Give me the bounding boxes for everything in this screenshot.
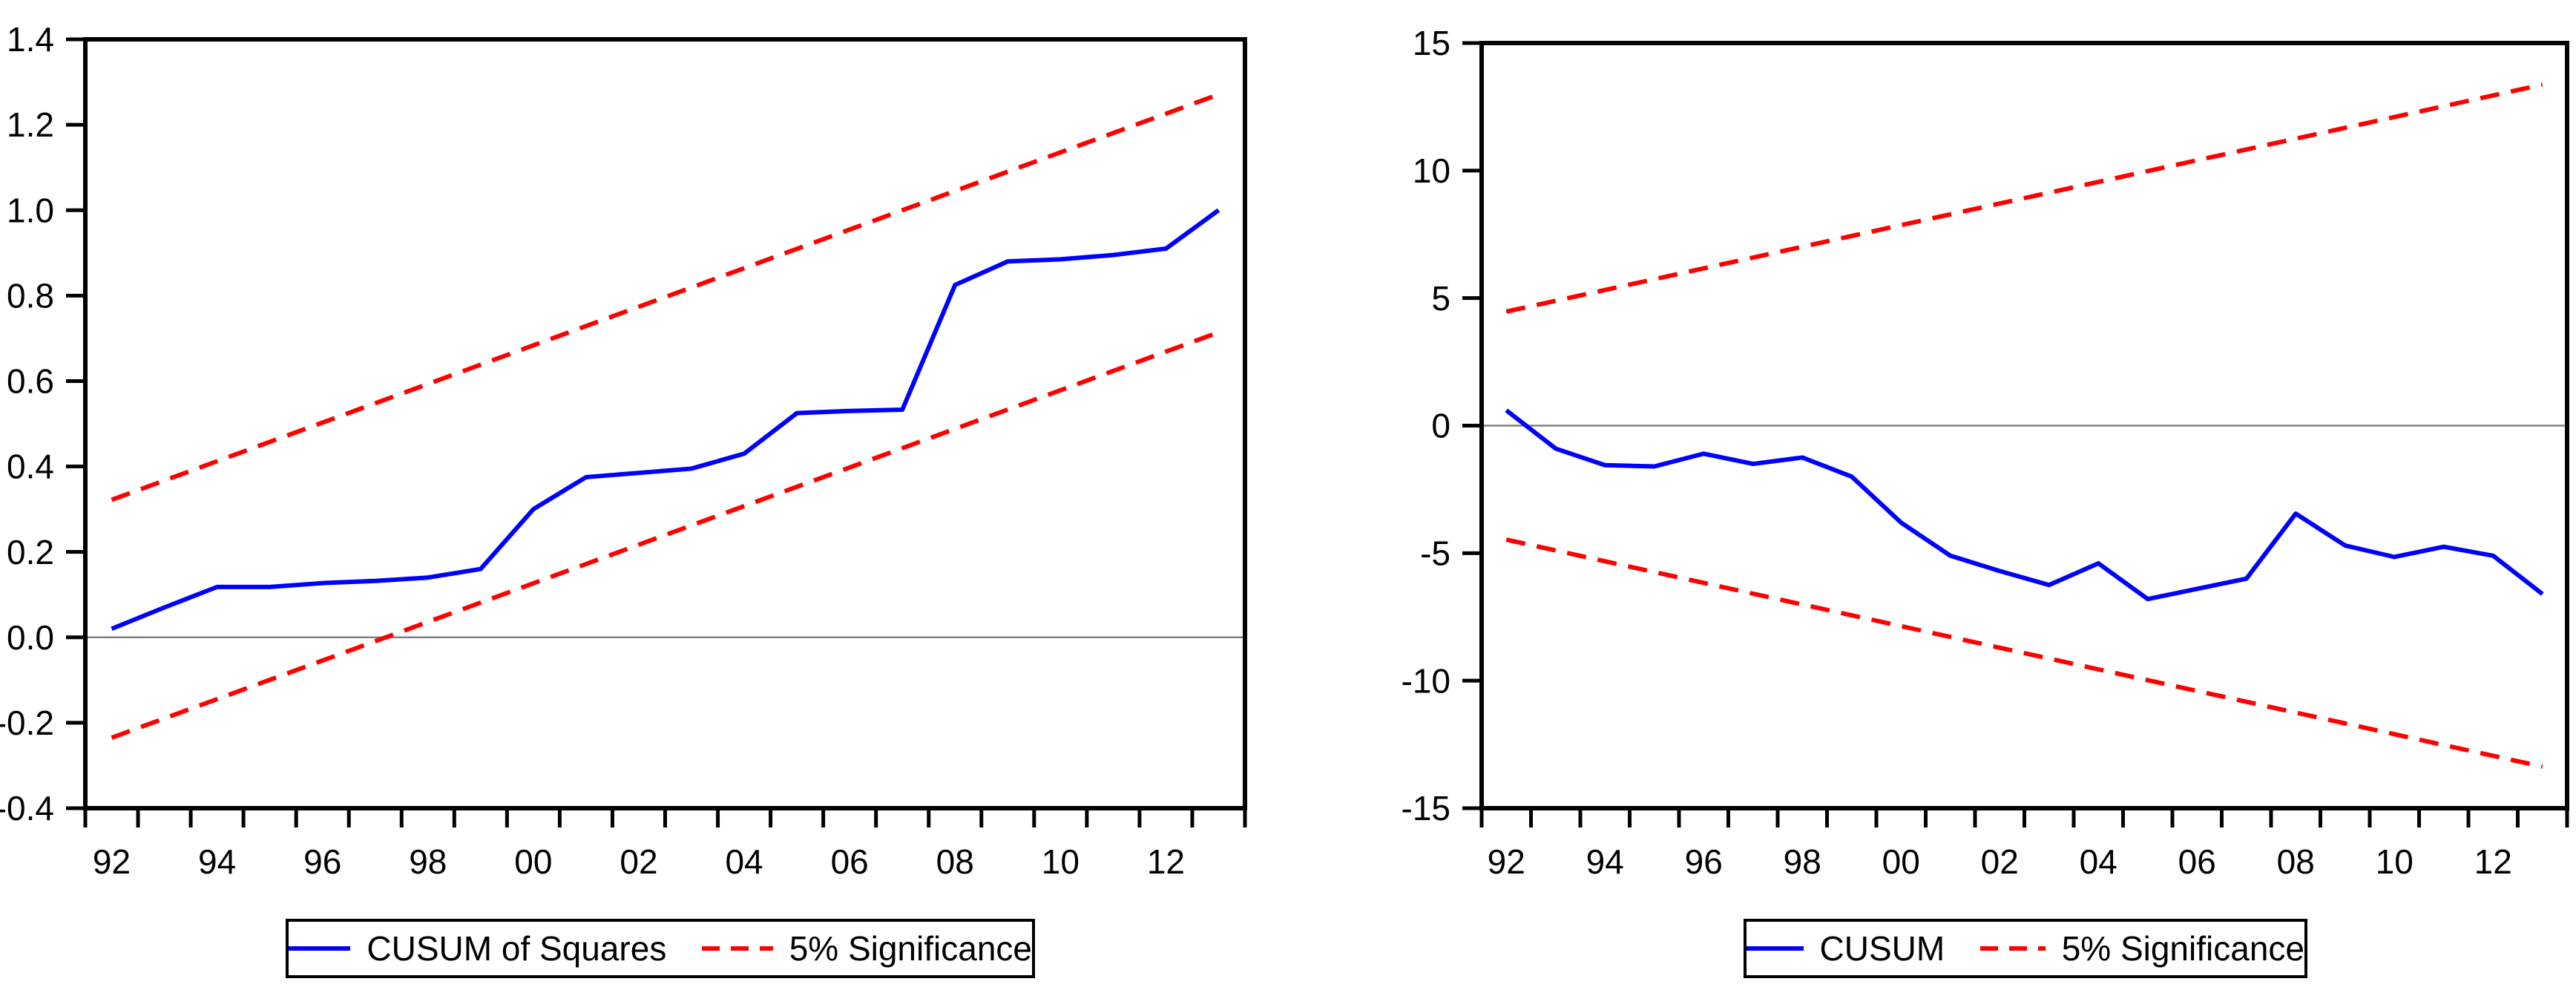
y-tick-label: 0.0 xyxy=(7,618,54,657)
y-tick-label: 5 xyxy=(1431,279,1450,318)
legend-label-cusum-of-squares: CUSUM of Squares xyxy=(367,929,667,968)
y-tick-label: 1.0 xyxy=(7,191,54,229)
legend-label-significance-right: 5% Significance xyxy=(2061,929,2304,968)
x-tick-label: 10 xyxy=(2376,842,2414,881)
x-tick-label: 02 xyxy=(1981,842,2019,881)
x-tick-label: 02 xyxy=(620,842,657,881)
x-axis: 92 94 96 98 00 02 04 06 08 10 12 xyxy=(1479,808,2569,881)
x-tick-label: 06 xyxy=(831,842,869,881)
y-axis: 15 10 5 0 -5 -10 -15 xyxy=(1402,24,1482,828)
x-tick-label: 92 xyxy=(1488,842,1525,881)
cusum-of-squares-series-line xyxy=(111,208,1220,632)
y-tick-label: 0.4 xyxy=(7,448,54,486)
cusum-series-line xyxy=(1505,408,2544,602)
x-tick-label: 00 xyxy=(1882,842,1920,881)
y-tick-label: -0.4 xyxy=(0,789,54,828)
y-tick-label: 0.2 xyxy=(7,533,54,571)
x-tick-label: 00 xyxy=(514,842,552,881)
legend-cusum: CUSUM 5% Significance xyxy=(1744,919,2307,978)
x-tick-label: 94 xyxy=(1586,842,1624,881)
y-tick-label: 15 xyxy=(1413,24,1450,62)
x-tick-label: 04 xyxy=(2080,842,2117,881)
x-tick-label: 06 xyxy=(2178,842,2216,881)
y-tick-label: 0 xyxy=(1431,407,1450,445)
y-tick-label: -5 xyxy=(1420,534,1450,572)
x-tick-label: 96 xyxy=(1685,842,1723,881)
y-tick-label: 1.2 xyxy=(7,105,54,144)
x-tick-label: 92 xyxy=(93,842,131,881)
y-tick-label: -10 xyxy=(1402,661,1450,700)
significance-line-swatch xyxy=(702,946,773,951)
legend-label-cusum: CUSUM xyxy=(1819,929,1945,968)
cusum-line-swatch xyxy=(1747,946,1804,951)
y-tick-label: 0.8 xyxy=(7,276,54,315)
y-tick-label: 1.4 xyxy=(7,20,54,59)
significance-lower-line xyxy=(111,330,1220,740)
significance-upper-line xyxy=(1505,82,2543,314)
x-tick-label: 98 xyxy=(409,842,447,881)
legend-cusum-of-squares: CUSUM of Squares 5% Significance xyxy=(286,919,1035,978)
cusum-of-squares-chart: 1.4 1.2 1.0 0.8 0.6 0.4 0.2 0.0 -0.2 -0.4 92 94 96 98… xyxy=(0,20,1247,881)
x-tick-label: 96 xyxy=(303,842,341,881)
x-tick-label: 12 xyxy=(2474,842,2512,881)
legend-label-significance-left: 5% Significance xyxy=(789,929,1032,968)
x-tick-label: 12 xyxy=(1147,842,1185,881)
plot-border xyxy=(83,37,1247,810)
significance-upper-line xyxy=(111,92,1220,502)
x-axis: 92 94 96 98 00 02 04 06 08 10 12 xyxy=(83,808,1247,881)
x-tick-label: 08 xyxy=(936,842,974,881)
y-tick-label: -0.2 xyxy=(0,704,54,742)
x-tick-label: 08 xyxy=(2277,842,2315,881)
x-tick-label: 98 xyxy=(1784,842,1821,881)
cusum-chart: 15 10 5 0 -5 -10 -15 92 94 96 98 00 02 04 06 08 10 12 xyxy=(1402,24,2569,881)
y-tick-label: 10 xyxy=(1413,151,1450,190)
x-tick-label: 94 xyxy=(198,842,236,881)
cusum-of-squares-line-swatch xyxy=(289,946,351,951)
y-tick-label: 0.6 xyxy=(7,362,54,401)
x-tick-label: 10 xyxy=(1042,842,1080,881)
significance-line-swatch xyxy=(1980,946,2046,951)
significance-lower-line xyxy=(1505,537,2543,769)
y-axis: 1.4 1.2 1.0 0.8 0.6 0.4 0.2 0.0 -0.2 -0.4 xyxy=(0,20,85,828)
x-tick-label: 04 xyxy=(725,842,763,881)
y-tick-label: -15 xyxy=(1402,789,1450,828)
